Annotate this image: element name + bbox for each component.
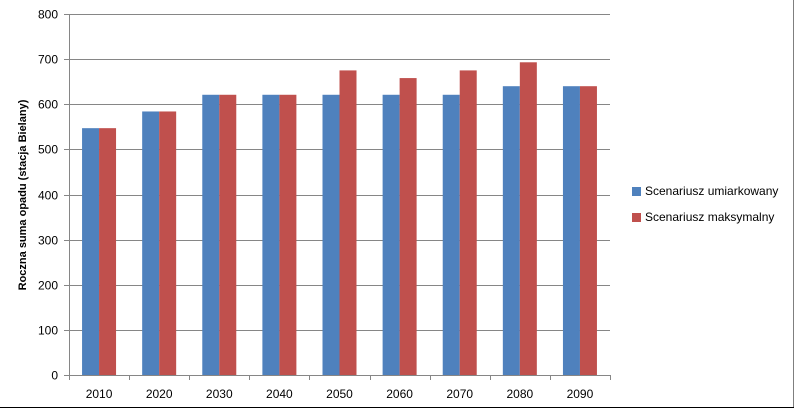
legend-label-umiarkowany: Scenariusz umiarkowany [645, 184, 779, 198]
bar-umiarkowany-2050 [322, 94, 340, 376]
y-tick-label: 700 [38, 53, 58, 67]
x-tick-label: 2090 [567, 387, 594, 401]
x-tick-label: 2030 [206, 387, 233, 401]
y-tick-label: 100 [38, 324, 58, 338]
x-tick-label: 2060 [386, 387, 413, 401]
x-tick-label: 2050 [326, 387, 353, 401]
x-tick-label: 2020 [146, 387, 173, 401]
legend-label-maksymalny: Scenariusz maksymalny [645, 210, 775, 224]
bar-maksymalny-2040 [279, 94, 297, 376]
bar-umiarkowany-2040 [262, 94, 280, 376]
y-tick-label: 200 [38, 279, 58, 293]
bar-umiarkowany-2090 [562, 86, 580, 375]
y-tick-label: 0 [51, 369, 58, 383]
bar-maksymalny-2070 [459, 70, 477, 375]
x-tick-label: 2080 [506, 387, 533, 401]
bar-maksymalny-2090 [579, 86, 597, 375]
y-tick-label: 500 [38, 143, 58, 157]
y-tick-label: 400 [38, 189, 58, 203]
x-tick-labels: 2010 2020 2030 2040 2050 2060 2070 2080 2090 [86, 387, 594, 401]
legend-item-umiarkowany: Scenariusz umiarkowany [632, 184, 778, 198]
bar-umiarkowany-2020 [142, 111, 160, 375]
bar-umiarkowany-2030 [202, 94, 220, 376]
frame-border-bottom [0, 407, 794, 408]
x-tick-label: 2070 [446, 387, 473, 401]
y-axis-title: Roczna suma opadu (stacja Bielany) [17, 99, 29, 290]
bar-umiarkowany-2060 [382, 94, 400, 376]
bar-umiarkowany-2010 [82, 128, 100, 375]
bar-maksymalny-2030 [219, 94, 237, 376]
legend-swatch-maksymalny [632, 212, 641, 222]
y-tick-label: 800 [38, 8, 58, 22]
bar-maksymalny-2010 [99, 128, 117, 375]
bar-maksymalny-2060 [399, 78, 417, 375]
x-tick-label: 2040 [266, 387, 293, 401]
bar-umiarkowany-2070 [442, 94, 460, 376]
y-tick-label: 300 [38, 234, 58, 248]
bar-maksymalny-2080 [519, 62, 537, 375]
bar-umiarkowany-2080 [502, 86, 520, 375]
x-tick-label: 2010 [86, 387, 113, 401]
legend: Scenariusz umiarkowany Scenariusz maksym… [632, 184, 778, 236]
axes [64, 14, 611, 380]
frame-border-right [793, 0, 794, 408]
y-tick-labels: 0 100 200 300 400 500 600 700 800 [38, 8, 58, 383]
legend-item-maksymalny: Scenariusz maksymalny [632, 210, 778, 224]
legend-swatch-umiarkowany [632, 186, 641, 196]
bars [82, 62, 597, 376]
y-tick-label: 600 [38, 98, 58, 112]
bar-maksymalny-2020 [159, 111, 177, 375]
bar-maksymalny-2050 [339, 70, 357, 375]
